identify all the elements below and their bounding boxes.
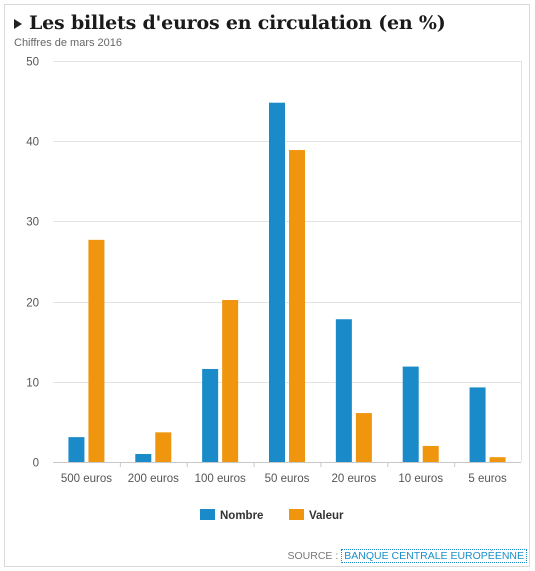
y-tick-label: 10 [26, 378, 39, 390]
bar-valeur [88, 239, 105, 462]
legend-swatch-valeur [289, 509, 304, 520]
bar-valeur [355, 413, 372, 462]
bar-valeur [289, 150, 305, 462]
bar-valeur [422, 445, 439, 462]
source-label: SOURCE : [287, 550, 339, 562]
y-tick-label: 0 [33, 458, 39, 470]
bar-nombre [469, 387, 486, 462]
y-tick-label: 50 [26, 57, 39, 69]
bar-valeur [489, 457, 506, 462]
bar-nombre [402, 366, 419, 462]
bar-nombre [335, 319, 352, 462]
source-link[interactable]: BANQUE CENTRALE EUROPÉENNE [341, 549, 527, 563]
bar-valeur [222, 299, 239, 462]
y-tick-label: 40 [26, 137, 39, 149]
x-tick-label: 10 euros [398, 473, 443, 485]
y-tick-label: 30 [26, 217, 39, 229]
legend-label-nombre: Nombre [220, 510, 263, 522]
x-tick-label: 20 euros [331, 473, 376, 485]
triangle-bullet-icon [14, 18, 22, 29]
legend-label-valeur: Valeur [309, 510, 344, 522]
x-tick-label: 50 euros [265, 473, 310, 485]
x-tick-label: 200 euros [128, 473, 179, 485]
legend-swatch-nombre [200, 509, 215, 520]
x-tick-label: 100 euros [195, 473, 246, 485]
source-line: SOURCE : BANQUE CENTRALE EUROPÉENNE [288, 549, 527, 563]
x-tick-label: 5 euros [468, 473, 507, 485]
y-tick-label: 20 [26, 298, 39, 310]
bar-nombre [269, 102, 285, 462]
bar-valeur [155, 432, 172, 462]
chart-title: Les billets d'euros en circulation (en %… [29, 12, 446, 34]
bar-nombre [135, 453, 152, 462]
x-tick-label: 500 euros [61, 473, 112, 485]
chart-subtitle: Chiffres de mars 2016 [14, 37, 123, 49]
bar-nombre [202, 368, 219, 462]
bar-nombre [68, 437, 85, 462]
title-row: Les billets d'euros en circulation (en %… [14, 10, 446, 36]
